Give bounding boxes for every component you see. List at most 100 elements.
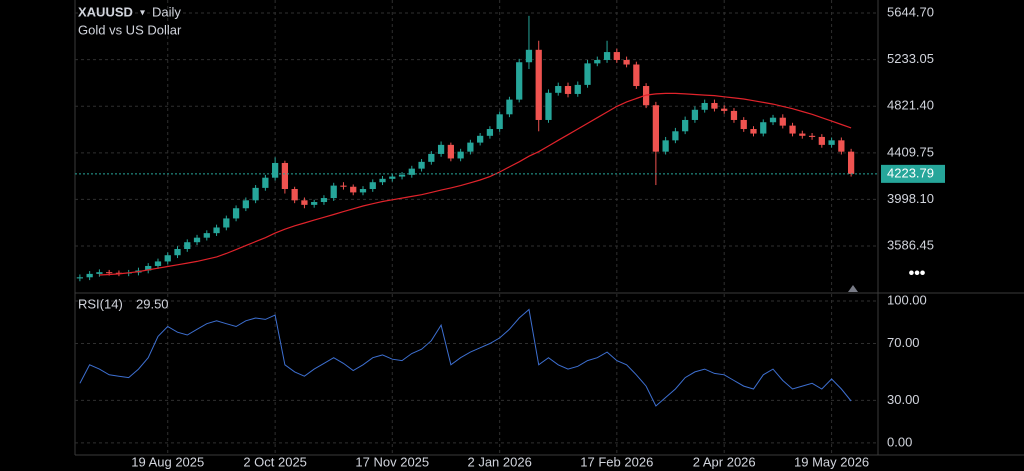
y-tick-label: 30.00	[887, 392, 920, 407]
candle-body	[691, 109, 699, 120]
candle-body	[154, 261, 162, 266]
candle-body	[603, 52, 611, 60]
candle-body	[779, 117, 786, 126]
candle-body	[545, 92, 552, 120]
last-price-box	[881, 164, 945, 183]
candle-body	[516, 62, 523, 100]
candle-body	[428, 153, 435, 162]
y-tick-label: 100.00	[887, 292, 927, 307]
candle-body	[281, 162, 289, 190]
candle-body	[252, 187, 259, 201]
candle-body	[389, 176, 396, 179]
x-tick-label: 19 May 2026	[794, 454, 869, 469]
candle-body	[437, 144, 445, 154]
candle-body	[682, 119, 689, 132]
candle-body	[232, 208, 240, 219]
candle-body	[203, 233, 210, 238]
candle-body	[555, 86, 562, 93]
subtitle: Gold vs US Dollar	[78, 22, 182, 37]
y-tick-label: 0.00	[887, 434, 912, 449]
candle-body	[789, 125, 796, 134]
candle-body	[486, 129, 494, 136]
candle-body	[223, 218, 230, 228]
candle-body	[96, 272, 103, 274]
y-tick-label: 4821.40	[887, 98, 934, 113]
candle-body	[242, 200, 249, 209]
candle-body	[477, 135, 484, 143]
candle-body	[359, 189, 367, 193]
candle-body	[847, 151, 855, 174]
candle-body	[301, 200, 308, 205]
more-menu[interactable]: •••	[909, 265, 926, 282]
y-tick-label: 4409.75	[887, 144, 934, 159]
candle-body	[506, 99, 513, 115]
candle-body	[213, 227, 220, 234]
candle-body	[350, 186, 357, 193]
interval-caret[interactable]: ▾	[140, 8, 145, 19]
candle-body	[408, 168, 415, 175]
candle-body	[750, 129, 757, 134]
candle-body	[584, 63, 591, 85]
y-tick-label: 5233.05	[887, 51, 934, 66]
y-tick-label: 3998.10	[887, 191, 934, 206]
y-tick-label: 70.00	[887, 335, 920, 350]
candle-body	[340, 185, 347, 187]
x-tick-label: 19 Aug 2025	[131, 454, 204, 469]
candle-body	[525, 49, 533, 63]
scroll-marker[interactable]	[848, 285, 858, 292]
candle-body	[760, 122, 767, 134]
x-tick-label: 2 Oct 2025	[243, 454, 307, 469]
candle-body	[467, 142, 474, 152]
candle-body	[184, 242, 191, 249]
candle-body	[721, 108, 728, 111]
candle-body	[662, 140, 669, 152]
candle-body	[115, 272, 123, 274]
candle-body	[330, 185, 337, 199]
candle-body	[320, 198, 328, 203]
candle-body	[769, 117, 777, 123]
candle-body	[701, 102, 708, 110]
candle-body	[398, 174, 406, 177]
interval[interactable]: Daily	[152, 4, 181, 19]
candle-body	[311, 202, 318, 205]
y-tick-label: 5644.70	[887, 4, 934, 19]
candle-body	[633, 64, 640, 87]
candle-body	[613, 52, 620, 60]
x-tick-label: 2 Jan 2026	[467, 454, 531, 469]
candle-body	[457, 151, 464, 159]
candle-body	[106, 272, 113, 274]
grid	[75, 0, 878, 455]
candle-body	[730, 110, 738, 120]
candle-body	[711, 102, 718, 109]
candle-body	[145, 265, 152, 271]
candle-body	[291, 189, 298, 201]
marks	[75, 15, 878, 407]
candle-body	[594, 59, 601, 64]
indicator-value: 29.50	[136, 296, 169, 311]
candle-body	[672, 131, 679, 141]
candle-body	[164, 255, 171, 262]
candle-body	[496, 114, 503, 130]
candle-body	[379, 178, 386, 183]
y-tick-label: 3586.45	[887, 237, 934, 252]
indicator-name: RSI(14)	[78, 296, 123, 311]
candle-body	[447, 144, 454, 159]
candle-body	[564, 86, 572, 94]
candle-body	[418, 161, 425, 169]
candle-body	[262, 177, 269, 188]
candle-body	[574, 84, 581, 94]
candle-body	[740, 119, 747, 130]
candle-body	[174, 248, 181, 256]
candle-body	[799, 133, 806, 136]
candle-body	[623, 59, 630, 65]
candle-body	[838, 140, 845, 152]
candle-body	[86, 273, 93, 278]
last-price-label: 4223.79	[887, 165, 934, 180]
candle-body	[652, 105, 659, 152]
candle-body	[818, 136, 825, 145]
candle-body	[369, 182, 376, 190]
candle-body	[535, 49, 542, 120]
candle-body	[808, 135, 816, 137]
